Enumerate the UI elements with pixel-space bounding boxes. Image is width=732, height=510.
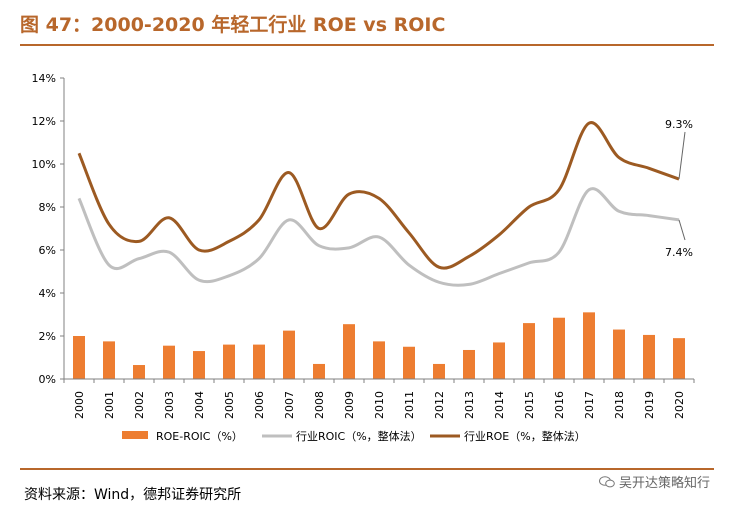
x-tick-label: 2010 — [373, 391, 386, 419]
y-tick-label: 0% — [39, 373, 56, 386]
bar-roe-roic — [643, 334, 655, 379]
x-tick-label: 2020 — [673, 391, 686, 419]
x-tick-label: 2001 — [103, 391, 116, 419]
legend-swatch-bar — [122, 431, 148, 439]
bar-roe-roic — [163, 345, 175, 379]
bar-roe-roic — [523, 323, 535, 379]
x-tick-label: 2006 — [253, 391, 266, 419]
x-tick-label: 2008 — [313, 391, 326, 419]
bar-roe-roic — [463, 349, 475, 379]
x-tick-label: 2014 — [493, 391, 506, 419]
x-tick-label: 2009 — [343, 391, 356, 419]
roe-callout-leader — [678, 131, 686, 180]
x-tick-label: 2007 — [283, 391, 296, 419]
x-tick-label: 2016 — [553, 391, 566, 419]
bar-roe-roic — [553, 317, 565, 379]
x-tick-label: 2012 — [433, 391, 446, 419]
bar-roe-roic — [403, 346, 415, 379]
line-industry-roic — [77, 187, 680, 287]
chart-title: 图 47：2000-2020 年轻工行业 ROE vs ROIC — [20, 14, 446, 36]
roic-last-label: 7.4% — [665, 246, 693, 259]
chart-canvas: 0% 2% 4% 6% 8% 10% 12% 14% 2000 2001 2002 2003 2004 2… — [32, 72, 695, 443]
bar-roe-roic — [223, 344, 235, 379]
x-tick-label: 2018 — [613, 391, 626, 419]
x-tick-label: 2004 — [193, 391, 206, 419]
roe-last-label: 9.3% — [665, 118, 693, 131]
legend-label: 行业ROE（%，整体法） — [464, 429, 586, 443]
x-tick-label: 2000 — [73, 391, 86, 419]
x-tick-label: 2011 — [403, 391, 416, 419]
bar-roe-roic — [373, 341, 385, 379]
x-tick-label: 2017 — [583, 391, 596, 419]
y-tick-label: 14% — [32, 72, 56, 85]
x-tick-label: 2019 — [643, 391, 656, 419]
bar-roe-roic — [313, 363, 325, 379]
legend-label: 行业ROIC（%，整体法） — [296, 429, 422, 443]
legend-label: ROE-ROIC（%） — [156, 430, 243, 443]
bar-roe-roic — [283, 330, 295, 379]
wechat-icon — [598, 475, 615, 487]
line-industry-roe — [77, 121, 680, 270]
watermark-text: 吴开达策略知行 — [618, 476, 710, 491]
y-tick-label: 6% — [39, 244, 56, 257]
y-tick-label: 8% — [39, 201, 56, 214]
bar-roe-roic — [343, 324, 355, 379]
bar-roe-roic — [493, 342, 505, 379]
roic-callout-leader — [678, 219, 686, 241]
x-tick-label: 2002 — [133, 391, 146, 419]
title-divider — [20, 44, 714, 46]
x-tick-label: 2013 — [463, 391, 476, 419]
x-tick-label: 2015 — [523, 391, 536, 419]
source-note: 资料来源：Wind，德邦证券研究所 — [24, 487, 242, 503]
x-tick-label: 2003 — [163, 391, 176, 419]
bar-roe-roic — [673, 338, 685, 379]
bar-roe-roic — [73, 336, 85, 379]
bar-roe-roic — [613, 329, 625, 379]
footer-divider — [20, 468, 714, 470]
y-tick-label: 12% — [32, 115, 56, 128]
y-tick-label: 4% — [39, 287, 56, 300]
bar-roe-roic — [253, 344, 265, 379]
y-tick-label: 10% — [32, 158, 56, 171]
x-tick-label: 2005 — [223, 391, 236, 419]
y-tick-label: 2% — [39, 330, 56, 343]
bar-roe-roic — [133, 365, 145, 379]
bar-roe-roic — [433, 363, 445, 379]
bar-roe-roic — [103, 341, 115, 379]
bar-roe-roic — [193, 351, 205, 379]
watermark: 吴开达策略知行 — [598, 472, 710, 491]
bar-roe-roic — [583, 312, 595, 379]
